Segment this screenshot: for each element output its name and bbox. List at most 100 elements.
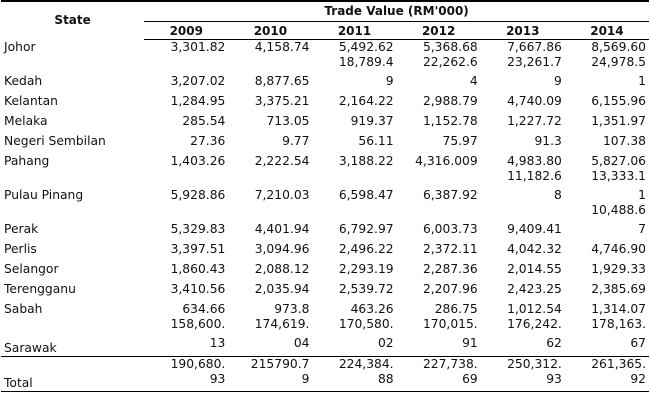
total-value-cell: 224,384. 88 [312,356,397,392]
value-cell: 1,860.43 [170,262,226,276]
value-cell: 91.3 [534,134,562,148]
table-row: Sarawak 13 04 02 91 62 67 [1,336,649,357]
value-cell: 3,410.56 [170,282,226,296]
trade-value-table: State Trade Value (RM'000) 2009 2010 201… [1,0,649,392]
state-cell: Melaka [4,114,48,128]
value-cell: 6,155.96 [591,94,646,108]
state-cell: Perak [4,222,39,236]
value-cell: 285.54 [182,114,226,128]
value-cell: 6,387.92 [422,188,478,202]
value-cell: 107.38 [602,134,646,148]
value-cell: 75.97 [442,134,478,148]
value-cell: 2,164.22 [338,94,394,108]
value-cell: 1 [638,74,646,88]
value-cell: 4,740.09 [507,94,562,108]
value-cell: 9,409.41 [507,222,562,236]
value-cell: 27.36 [190,134,226,148]
header-row-years: 2009 2010 2011 2012 2013 2014 [1,21,649,40]
value-cell: 2,539.72 [338,282,394,296]
state-cell: Johor [4,39,36,54]
value-cell: 4,983.80 11,182.6 [507,154,562,183]
value-cell: 62 [546,336,562,350]
table-row: Kedah 3,207.02 8,877.65 9 4 9 1 [1,74,649,94]
total-label: Total [1,356,145,392]
value-cell: 8 [554,188,562,202]
state-column-header: State [1,0,145,40]
value-cell: 04 [293,336,310,350]
value-cell: 973.8 174,619. [254,302,310,331]
table-row: Kelantan 1,284.95 3,375.21 2,164.22 2,98… [1,94,649,114]
value-cell: 2,088.12 [254,262,310,276]
value-cell: 7,210.03 [254,188,310,202]
year-header: 2013 [480,21,565,40]
state-cell: Pulau Pinang [4,188,84,202]
table-row: Negeri Sembilan 27.36 9.77 56.11 75.97 9… [1,134,649,154]
value-cell: 2,287.36 [422,262,478,276]
value-cell: 919.37 [350,114,394,128]
value-cell: 4,158.74 [254,40,310,54]
state-cell: Selangor [4,262,59,276]
value-cell: 1,929.33 [591,262,646,276]
table-row: Melaka 285.54 713.05 919.37 1,152.78 1,2… [1,114,649,134]
value-cell: 1,403.26 [170,154,226,168]
value-cell: 6,792.97 [338,222,394,236]
value-cell: 91 [462,336,478,350]
value-cell: 67 [630,336,646,350]
value-cell: 02 [377,336,394,350]
total-value-cell: 190,680. 93 [144,356,229,392]
value-cell: 7,667.86 23,261.7 [507,40,562,69]
value-cell: 9 [385,74,394,88]
state-cell: Perlis [4,242,37,256]
total-row: Total 190,680. 93 215790.7 9 224,384. 88… [1,356,649,392]
table-row: Perlis 3,397.51 3,094.96 2,496.22 2,372.… [1,242,649,262]
value-cell: 634.66 158,600. [170,302,226,331]
value-cell: 1,314.07 178,163. [591,302,646,331]
state-cell: Negeri Sembilan [4,134,106,148]
value-cell: 2,207.96 [422,282,478,296]
value-cell: 5,329.83 [170,222,226,236]
year-header: 2012 [396,21,481,40]
value-cell: 2,014.55 [507,262,562,276]
total-value-cell: 215790.7 9 [228,356,313,392]
value-cell: 6,598.47 [338,188,394,202]
state-cell: Sarawak [4,341,57,355]
value-cell: 4,316.009 [415,154,478,168]
state-cell: Kedah [4,74,43,88]
value-cell: 2,372.11 [422,242,478,256]
state-cell: Kelantan [4,94,58,108]
value-cell: 2,988.79 [422,94,478,108]
year-header: 2009 [144,21,229,40]
value-cell: 3,301.82 [170,40,226,54]
value-cell: 7 [638,222,646,236]
value-cell: 3,188.22 [338,154,394,168]
table-row: Pulau Pinang 5,928.86 7,210.03 6,598.47 … [1,188,649,222]
table-row: Johor 3,301.82 4,158.74 5,492.62 18,789.… [1,40,649,75]
table-row: Selangor 1,860.43 2,088.12 2,293.19 2,28… [1,262,649,282]
value-cell: 2,035.94 [254,282,310,296]
value-cell: 4 [469,74,478,88]
year-header: 2014 [564,21,649,40]
value-cell: 1,284.95 [170,94,226,108]
value-cell: 3,375.21 [254,94,310,108]
value-cell: 1,227.72 [507,114,562,128]
value-cell: 4,042.32 [507,242,562,256]
value-cell: 2,222.54 [254,154,310,168]
value-cell: 56.11 [358,134,394,148]
value-cell: 713.05 [266,114,310,128]
table-row: Terengganu 3,410.56 2,035.94 2,539.72 2,… [1,282,649,302]
year-header: 2010 [228,21,313,40]
value-cell: 4,746.90 [591,242,646,256]
total-value-cell: 250,312. 93 [480,356,565,392]
value-cell: 3,397.51 [170,242,226,256]
value-cell: 2,385.69 [591,282,646,296]
value-cell: 8,569.60 24,978.5 [591,40,646,69]
state-cell: Pahang [4,154,50,168]
value-cell: 2,293.19 [338,262,394,276]
value-cell: 13 [209,336,226,350]
value-cell: 2,496.22 [338,242,394,256]
value-cell: 2,423.25 [507,282,562,296]
table-row: Pahang 1,403.26 2,222.54 3,188.22 4,316.… [1,154,649,188]
value-cell: 5,492.62 18,789.4 [338,40,394,69]
year-header: 2011 [312,21,397,40]
